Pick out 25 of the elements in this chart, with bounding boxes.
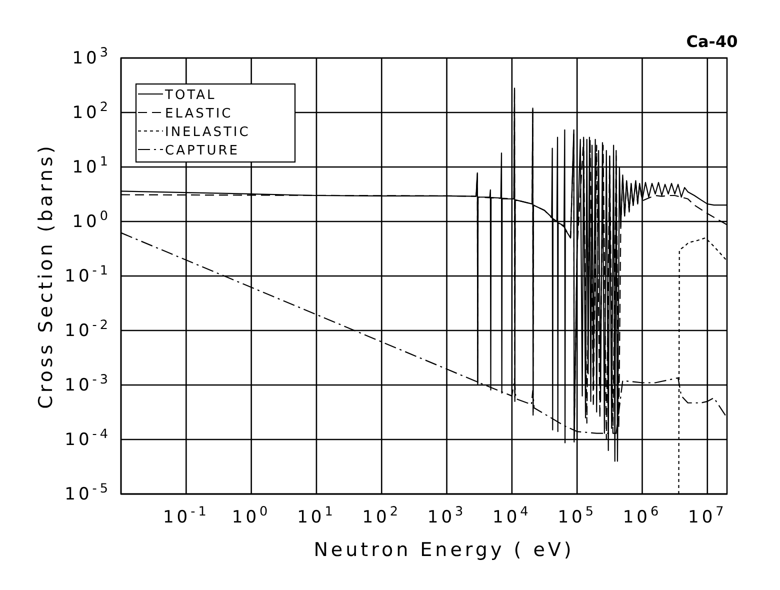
x-tick-label: 10$^{5}$ (558, 504, 596, 528)
y-tick-label: 10$^{2}$ (72, 99, 111, 123)
y-axis-title: Cross Section (barns) (35, 143, 57, 409)
chart-title: Ca-40 (686, 32, 738, 51)
legend-label: ELASTIC (165, 106, 233, 122)
y-tick-label: 10$^{-2}$ (64, 317, 111, 341)
x-tick-label: 10$^{-1}$ (162, 504, 210, 528)
y-tick-label: 10$^{-4}$ (64, 426, 111, 450)
x-tick-label: 10$^{7}$ (688, 504, 727, 528)
y-tick-label: 10$^{3}$ (72, 44, 111, 68)
y-tick-label: 10$^{-3}$ (64, 372, 111, 396)
legend-label: TOTAL (164, 88, 216, 103)
x-tick-label: 10$^{0}$ (232, 504, 271, 528)
legend-label: INELASTIC (165, 125, 250, 140)
x-tick-label: 10$^{4}$ (492, 504, 532, 528)
x-axis-title: Neutron Energy ( eV) (314, 539, 574, 561)
x-tick-label: 10$^{1}$ (297, 504, 336, 528)
y-tick-label: 10$^{0}$ (72, 208, 111, 232)
y-tick-label: 10$^{1}$ (72, 154, 111, 178)
x-tick-label: 10$^{3}$ (427, 504, 466, 528)
x-tick-label: 10$^{6}$ (622, 504, 662, 528)
x-tick-label: 10$^{2}$ (362, 504, 401, 528)
y-tick-label: 10$^{-1}$ (64, 262, 111, 286)
y-tick-label: 10$^{-5}$ (64, 480, 111, 504)
legend-label: CAPTURE (165, 144, 240, 158)
